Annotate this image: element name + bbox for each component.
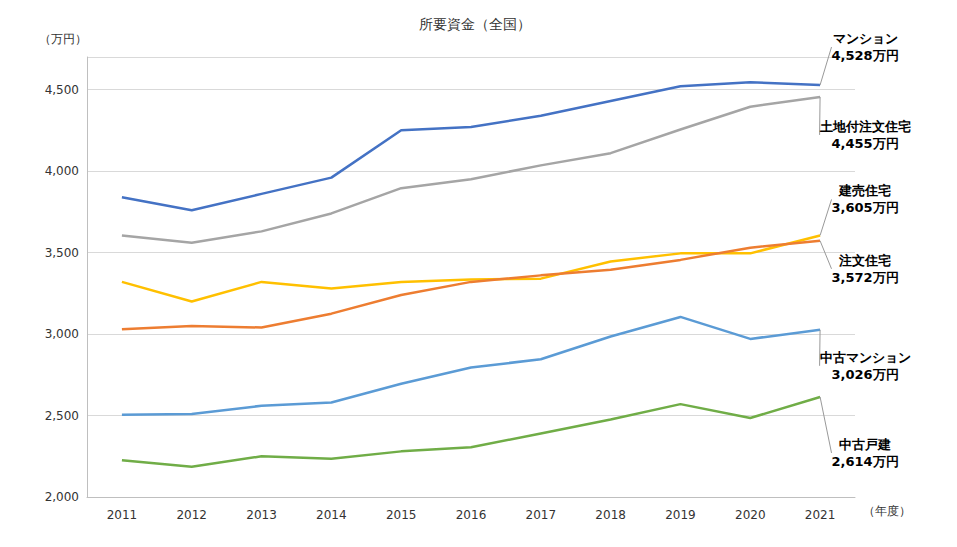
svg-text:2012: 2012 bbox=[176, 508, 207, 522]
svg-text:2016: 2016 bbox=[456, 508, 487, 522]
svg-text:2018: 2018 bbox=[595, 508, 626, 522]
svg-text:3,572万円: 3,572万円 bbox=[832, 270, 899, 285]
svg-text:2013: 2013 bbox=[246, 508, 277, 522]
svg-text:4,455万円: 4,455万円 bbox=[832, 136, 899, 151]
svg-text:2011: 2011 bbox=[107, 508, 138, 522]
svg-text:2,500: 2,500 bbox=[45, 409, 79, 423]
svg-text:マンション: マンション bbox=[833, 31, 898, 46]
svg-text:3,500: 3,500 bbox=[45, 246, 79, 260]
svg-text:2017: 2017 bbox=[526, 508, 557, 522]
svg-text:3,605万円: 3,605万円 bbox=[832, 200, 899, 215]
svg-text:4,500: 4,500 bbox=[45, 83, 79, 97]
svg-text:3,000: 3,000 bbox=[45, 327, 79, 341]
svg-text:2,000: 2,000 bbox=[45, 490, 79, 504]
svg-text:4,528万円: 4,528万円 bbox=[832, 48, 899, 63]
svg-text:2020: 2020 bbox=[735, 508, 766, 522]
svg-text:2019: 2019 bbox=[665, 508, 696, 522]
svg-text:土地付注文住宅: 土地付注文住宅 bbox=[819, 119, 911, 134]
svg-text:中古戸建: 中古戸建 bbox=[839, 437, 891, 452]
svg-text:3,026万円: 3,026万円 bbox=[832, 367, 899, 382]
svg-text:所要資金（全国）: 所要資金（全国） bbox=[419, 16, 531, 32]
svg-text:注文住宅: 注文住宅 bbox=[838, 253, 891, 268]
svg-text:2021: 2021 bbox=[805, 508, 836, 522]
svg-text:中古マンション: 中古マンション bbox=[820, 350, 911, 365]
svg-text:2,614万円: 2,614万円 bbox=[832, 454, 899, 469]
svg-text:（年度）: （年度） bbox=[863, 504, 911, 518]
svg-text:（万円）: （万円） bbox=[39, 32, 87, 46]
svg-text:建売住宅: 建売住宅 bbox=[838, 183, 891, 198]
svg-text:2014: 2014 bbox=[316, 508, 347, 522]
svg-text:2015: 2015 bbox=[386, 508, 417, 522]
svg-text:4,000: 4,000 bbox=[45, 164, 79, 178]
